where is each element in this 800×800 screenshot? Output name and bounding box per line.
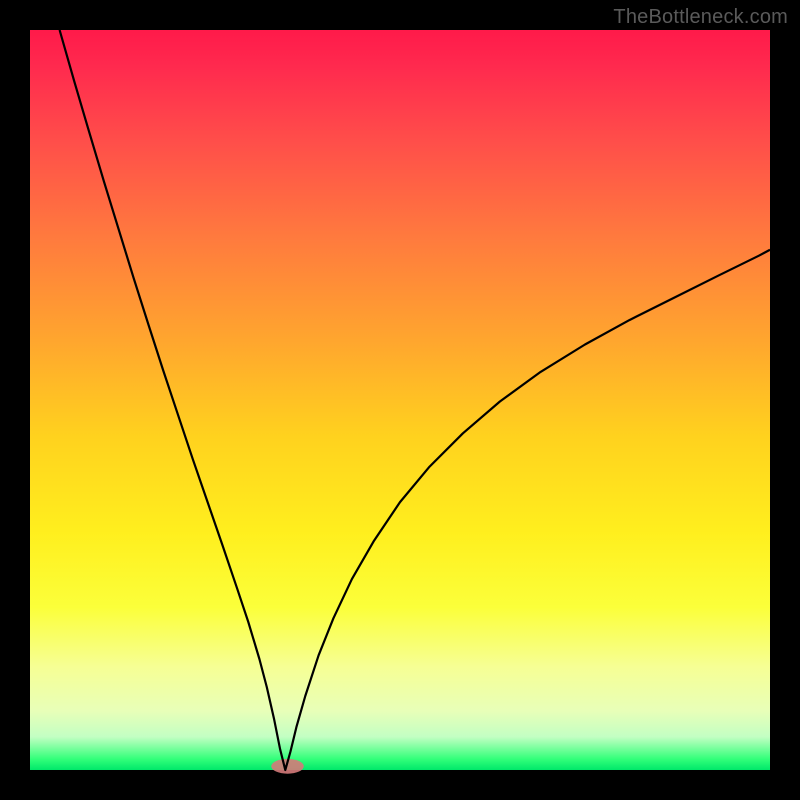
watermark-text: TheBottleneck.com (613, 6, 788, 29)
plot-area (30, 30, 770, 770)
chart-frame: TheBottleneck.com (0, 0, 800, 800)
bottleneck-chart (0, 0, 800, 800)
